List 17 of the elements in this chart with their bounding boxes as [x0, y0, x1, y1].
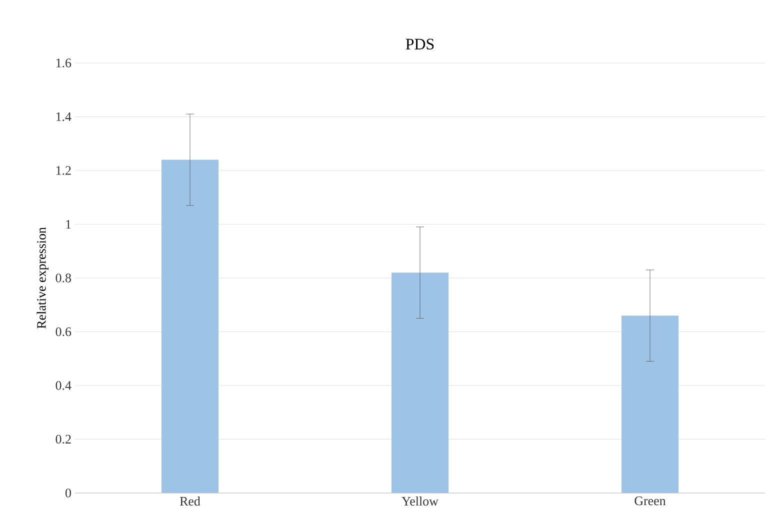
y-tick-label: 0.8	[56, 274, 71, 282]
y-tick-label: 1.2	[56, 166, 71, 175]
bar	[392, 272, 449, 493]
chart-title: PDS	[406, 38, 434, 50]
x-tick-label: Green	[634, 496, 666, 506]
y-tick-label: 1	[66, 220, 71, 229]
y-tick-label: 0.4	[56, 381, 72, 390]
y-tick-label: 0	[66, 488, 71, 498]
x-tick-label: Red	[180, 496, 200, 506]
bar	[162, 160, 218, 493]
y-axis-title: Relative expression	[36, 227, 48, 329]
y-tick-label: 0.2	[56, 434, 71, 444]
y-tick-label: 1.4	[56, 112, 72, 122]
x-tick-label: Yellow	[402, 496, 438, 506]
y-tick-label: 0.6	[56, 327, 72, 336]
bar	[622, 316, 679, 493]
y-tick-label: 1.6	[56, 58, 72, 68]
